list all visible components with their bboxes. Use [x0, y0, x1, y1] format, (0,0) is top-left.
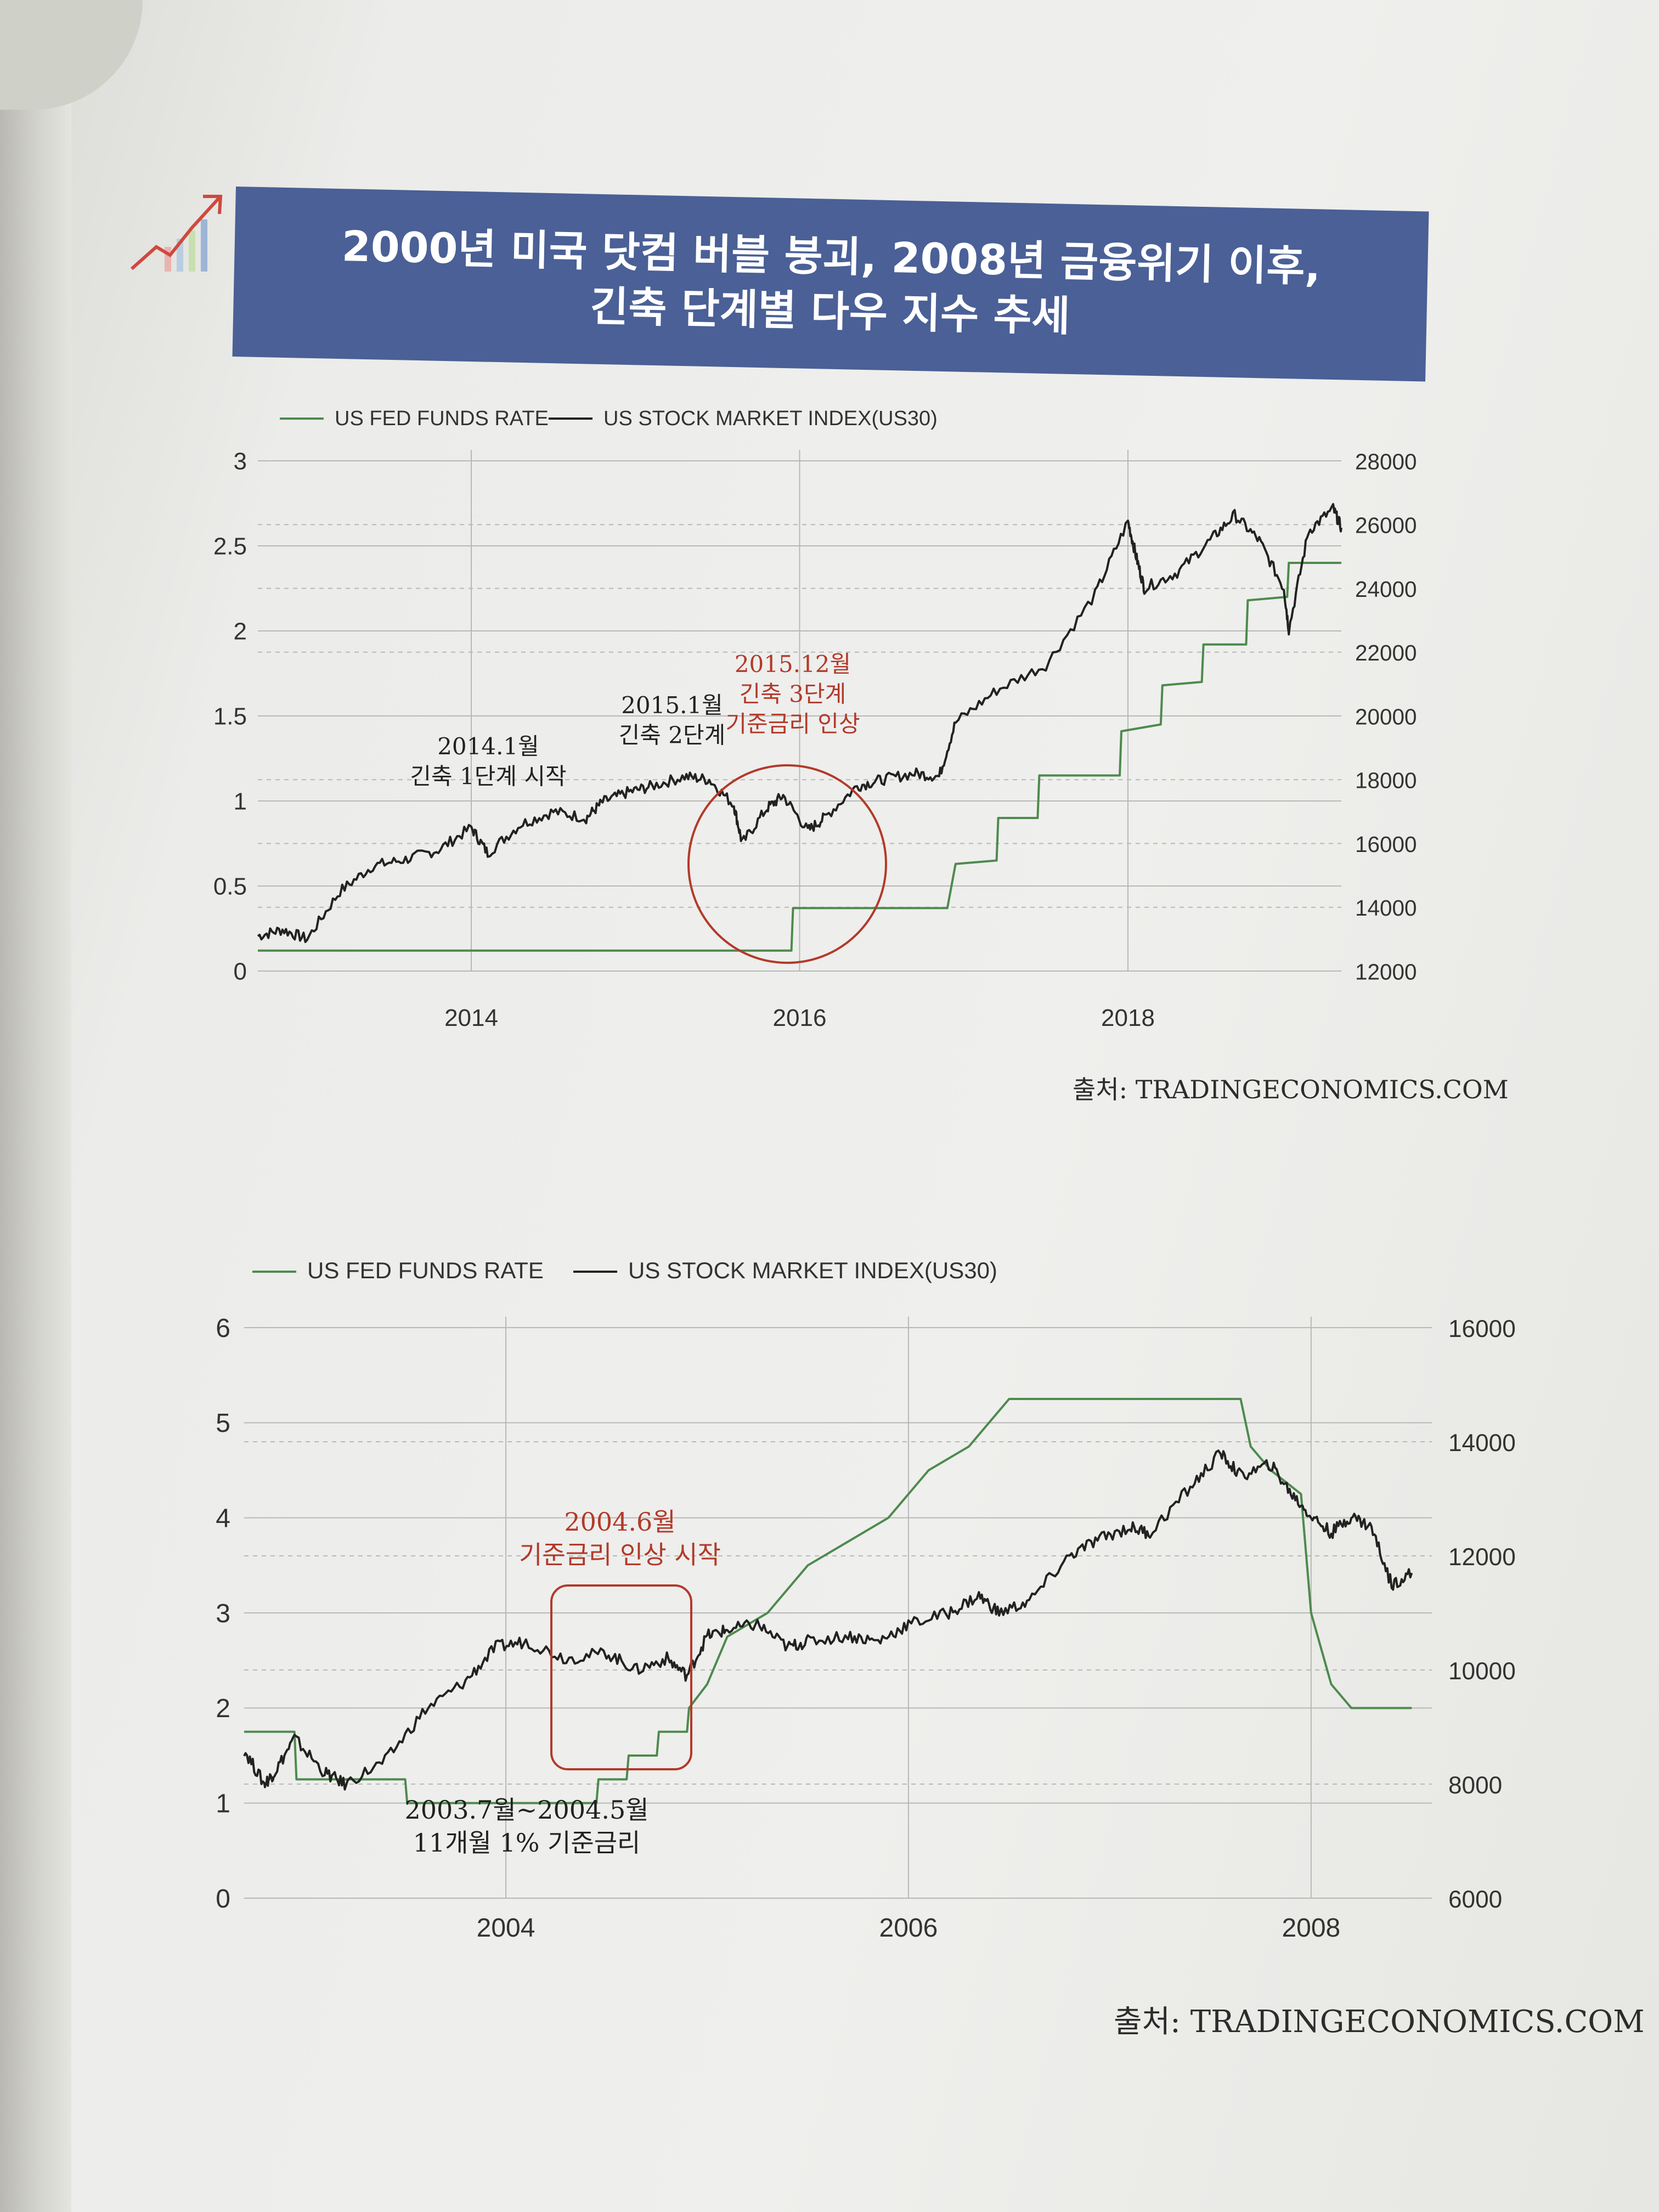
annotation-text: 긴축 3단계	[740, 681, 847, 708]
y-left-tick-label: 3	[216, 1599, 230, 1628]
y-right-tick-label: 12000	[1448, 1544, 1516, 1571]
legend-label-fed: US FED FUNDS RATE	[335, 407, 549, 430]
legend-label-fed: US FED FUNDS RATE	[307, 1257, 544, 1283]
y-right-tick-label: 6000	[1448, 1886, 1502, 1913]
annotation-text: 2003.7월~2004.5월	[404, 1795, 648, 1825]
y-right-tick-label: 14000	[1355, 895, 1417, 921]
y-left-tick-label: 4	[216, 1504, 230, 1533]
y-right-tick-label: 22000	[1355, 640, 1417, 665]
source-credit-top: 출처: TRADINGECONOMICS.COM	[1073, 1075, 1509, 1104]
annotation-text: 긴축 1단계 시작	[410, 763, 566, 790]
series-line-us30	[257, 503, 1342, 943]
legend-label-stock: US STOCK MARKET INDEX(US30)	[628, 1257, 997, 1283]
annotation-text: 2015.12월	[735, 651, 851, 678]
y-left-tick-label: 6	[216, 1314, 230, 1343]
series-line-fed-funds-rate	[244, 1398, 1412, 1804]
y-left-tick-label: 2	[216, 1694, 230, 1723]
y-left-tick-label: 1.5	[213, 703, 247, 730]
x-tick-label: 2014	[444, 1005, 498, 1031]
y-left-tick-label: 0.5	[213, 873, 247, 900]
source-credit-bottom: 출처: TRADINGECONOMICS.COM	[1114, 2004, 1645, 2040]
book-spine	[0, 0, 71, 2212]
y-right-tick-label: 28000	[1355, 449, 1417, 474]
x-tick-label: 2016	[773, 1005, 827, 1031]
x-tick-label: 2018	[1101, 1005, 1155, 1031]
rising-bar-chart-icon	[131, 195, 223, 272]
y-left-tick-label: 3	[234, 448, 247, 475]
y-left-tick-label: 0	[234, 958, 247, 985]
annotation-text: 2014.1월	[437, 733, 539, 760]
y-right-tick-label: 24000	[1355, 577, 1417, 602]
annotation-text: 2015.1월	[621, 692, 723, 719]
y-left-tick-label: 2	[234, 618, 247, 645]
series-line-us30	[243, 1449, 1413, 1791]
annotation-text: 11개월 1% 기준금리	[413, 1828, 641, 1858]
y-right-tick-label: 26000	[1355, 513, 1417, 538]
y-left-tick-label: 1	[216, 1789, 230, 1818]
y-left-tick-label: 0	[216, 1884, 230, 1914]
y-right-tick-label: 20000	[1355, 704, 1417, 729]
x-tick-label: 2006	[879, 1914, 938, 1943]
highlight-box	[550, 1584, 692, 1770]
y-left-tick-label: 2.5	[213, 533, 247, 560]
y-right-tick-label: 18000	[1355, 768, 1417, 793]
y-left-tick-label: 5	[216, 1409, 230, 1438]
annotation-text: 긴축 2단계	[619, 722, 726, 749]
annotation-text: 2004.6월	[564, 1507, 675, 1537]
y-right-tick-label: 12000	[1355, 959, 1417, 984]
x-tick-label: 2008	[1282, 1914, 1340, 1943]
y-left-tick-label: 1	[234, 788, 247, 815]
y-right-tick-label: 14000	[1448, 1430, 1516, 1457]
y-right-tick-label: 16000	[1448, 1316, 1516, 1342]
y-right-tick-label: 16000	[1355, 832, 1417, 857]
y-right-tick-label: 8000	[1448, 1772, 1502, 1799]
annotation-text: 기준금리 인상	[725, 710, 860, 737]
legend-label-stock: US STOCK MARKET INDEX(US30)	[603, 407, 938, 430]
annotation-text: 기준금리 인상 시작	[519, 1540, 721, 1570]
y-right-tick-label: 10000	[1448, 1658, 1516, 1685]
x-tick-label: 2004	[477, 1914, 535, 1943]
highlight-circle	[687, 764, 887, 964]
series-line-fed-funds-rate	[258, 562, 1341, 952]
